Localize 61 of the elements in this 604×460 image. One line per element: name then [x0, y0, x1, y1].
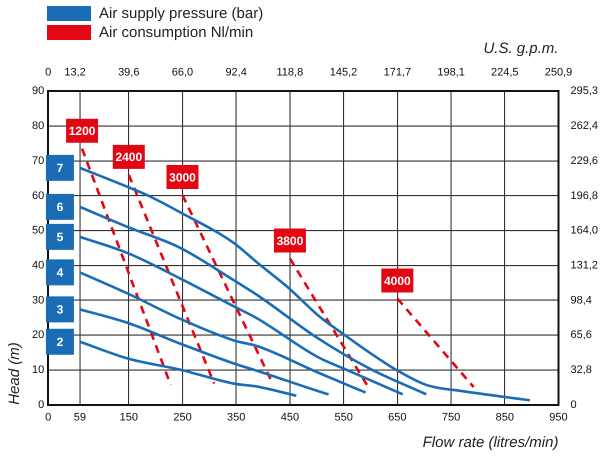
x2-tick-label: 66,0 — [172, 66, 194, 79]
x-tick-label: 650 — [388, 411, 407, 424]
y2-tick-label: 32,8 — [570, 364, 592, 376]
y2-tick-label: 65,6 — [570, 329, 592, 342]
y-tick-label: 40 — [32, 259, 44, 272]
x-tick-label: 850 — [496, 411, 514, 424]
y-tick-label: 80 — [32, 120, 44, 132]
x2-tick-label: 250,9 — [544, 66, 572, 79]
x2-tick-label: 171,7 — [384, 66, 412, 79]
series-label: 3000 — [169, 170, 196, 184]
y2-tick-label: 98,4 — [570, 294, 592, 306]
y2-tick-label: 229,6 — [570, 155, 598, 168]
x-tick-label: 750 — [442, 411, 460, 424]
series-label: 1200 — [68, 124, 96, 138]
y2-tick-label: 262,4 — [570, 120, 598, 132]
series-label: 7 — [56, 161, 64, 176]
y-axis-title: Head (m) — [6, 342, 24, 405]
series-label: 6 — [56, 200, 64, 214]
text: Air supply pressure (bar) — [99, 4, 264, 23]
y-tick-label: 30 — [32, 294, 44, 306]
legend-label: 5 — [56, 230, 64, 244]
x2-tick-label: 145,2 — [330, 66, 358, 79]
x-tick-label: 250 — [173, 411, 192, 424]
line-series — [78, 308, 330, 396]
y2-tick-label: 164,0 — [570, 224, 598, 237]
y-tick-label: 10 — [32, 364, 44, 376]
x-tick-label: 550 — [334, 411, 353, 424]
x-tick-label: 59 — [74, 411, 86, 424]
y2-tick-label: 295,3 — [570, 85, 598, 98]
x-tick-label: 150 — [120, 411, 138, 424]
series-label: 4000 — [384, 274, 412, 288]
x2-tick-label: 13,2 — [64, 66, 86, 79]
series-label: 2400 — [115, 150, 142, 164]
y2-tick-label: 131,2 — [570, 260, 598, 272]
y2-tick-label: 196,8 — [570, 190, 598, 202]
legend-label: 2 — [56, 335, 64, 350]
y-tick-label: 90 — [32, 85, 44, 98]
y-tick-label: 70 — [32, 154, 44, 167]
line-series — [78, 166, 532, 402]
y-tick-label: 50 — [32, 224, 44, 237]
x2-tick-label: 198,1 — [437, 66, 465, 79]
x2-axis-title: U.S. g.p.m. — [483, 40, 558, 58]
series-label: 3 — [56, 302, 64, 317]
x2-tick-label: 92,4 — [225, 66, 247, 79]
text: Air consumption Nl/min — [99, 23, 254, 42]
x2-tick-label: 118,8 — [276, 66, 304, 79]
y2-tick-label: 0 — [570, 398, 577, 411]
line-series — [78, 340, 298, 398]
x-tick-label: 950 — [549, 411, 568, 424]
series-label: 4 — [56, 266, 64, 280]
line-series — [78, 206, 428, 396]
x2-tick-label: 39,6 — [118, 66, 140, 79]
y-tick-label: 0 — [38, 398, 44, 411]
series-label: 3800 — [276, 234, 304, 248]
x-axis-title: Flow rate (litres/min) — [422, 434, 558, 452]
y-tick-label: 20 — [32, 329, 44, 342]
x-tick-label: 450 — [280, 411, 300, 424]
x2-tick-label: 224,5 — [491, 66, 519, 79]
x-tick-label: 350 — [227, 411, 246, 424]
y-tick-label: 60 — [32, 190, 44, 202]
line-series — [78, 271, 367, 394]
